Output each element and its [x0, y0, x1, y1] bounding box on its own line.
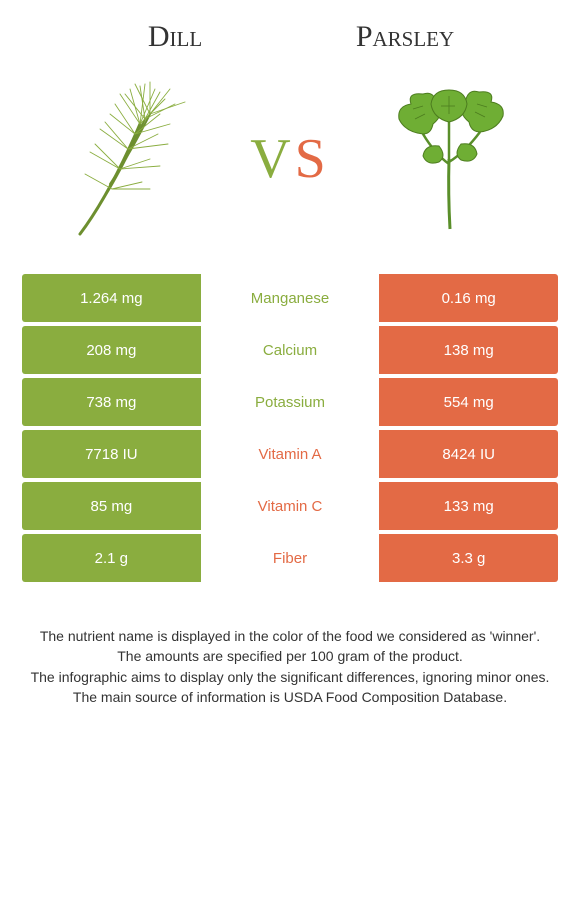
- parsley-value: 138 mg: [379, 326, 558, 374]
- nutrient-label: Calcium: [201, 326, 380, 374]
- parsley-value: 8424 IU: [379, 430, 558, 478]
- parsley-value: 3.3 g: [379, 534, 558, 582]
- nutrient-label: Fiber: [201, 534, 380, 582]
- table-row: 7718 IUVitamin A8424 IU: [22, 430, 558, 478]
- parsley-value: 0.16 mg: [379, 274, 558, 322]
- vs-v: V: [250, 128, 294, 190]
- footer-line: The infographic aims to display only the…: [20, 667, 560, 687]
- nutrient-label: Vitamin A: [201, 430, 380, 478]
- vs-label: VS: [250, 127, 330, 191]
- header: Dill Parsley: [0, 0, 580, 64]
- images-row: VS: [0, 64, 580, 274]
- dill-title: Dill: [60, 20, 290, 54]
- footer-line: The amounts are specified per 100 gram o…: [20, 646, 560, 666]
- footer-notes: The nutrient name is displayed in the co…: [0, 586, 580, 707]
- parsley-value: 133 mg: [379, 482, 558, 530]
- dill-value: 7718 IU: [22, 430, 201, 478]
- parsley-value: 554 mg: [379, 378, 558, 426]
- parsley-title: Parsley: [290, 20, 520, 54]
- table-row: 2.1 gFiber3.3 g: [22, 534, 558, 582]
- table-row: 1.264 mgManganese0.16 mg: [22, 274, 558, 322]
- nutrient-label: Potassium: [201, 378, 380, 426]
- footer-line: The main source of information is USDA F…: [20, 687, 560, 707]
- dill-value: 738 mg: [22, 378, 201, 426]
- table-row: 738 mgPotassium554 mg: [22, 378, 558, 426]
- nutrient-label: Vitamin C: [201, 482, 380, 530]
- nutrition-table: 1.264 mgManganese0.16 mg208 mgCalcium138…: [0, 274, 580, 582]
- vs-s: S: [295, 128, 330, 190]
- dill-value: 1.264 mg: [22, 274, 201, 322]
- dill-value: 2.1 g: [22, 534, 201, 582]
- dill-value: 208 mg: [22, 326, 201, 374]
- dill-image: [50, 74, 210, 244]
- parsley-image: [370, 74, 530, 244]
- table-row: 208 mgCalcium138 mg: [22, 326, 558, 374]
- footer-line: The nutrient name is displayed in the co…: [20, 626, 560, 646]
- nutrient-label: Manganese: [201, 274, 380, 322]
- table-row: 85 mgVitamin C133 mg: [22, 482, 558, 530]
- dill-value: 85 mg: [22, 482, 201, 530]
